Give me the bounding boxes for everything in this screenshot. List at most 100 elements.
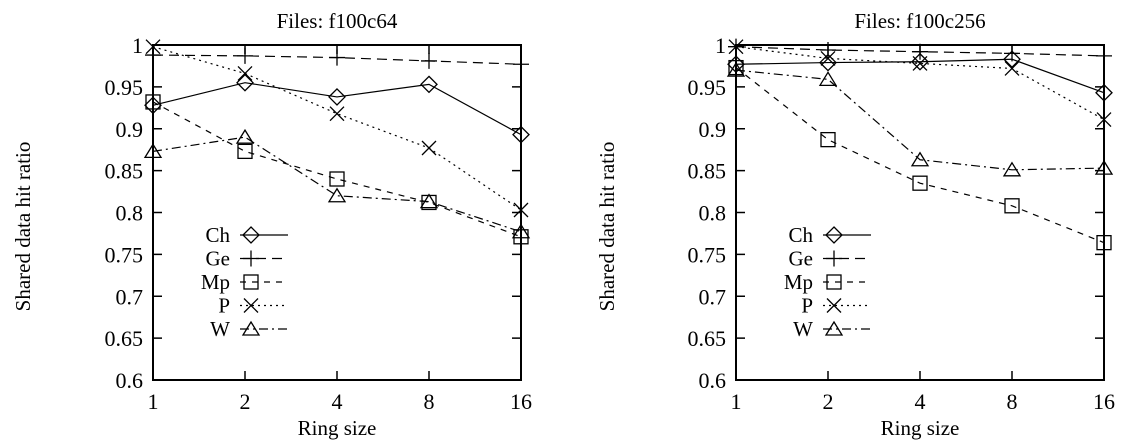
- plot-frame: [152, 44, 522, 381]
- legend-label: P: [218, 294, 230, 318]
- data-point-w: [910, 151, 930, 167]
- data-point-w: [419, 193, 439, 209]
- y-tick-label: 0.65: [688, 326, 727, 351]
- series-line-mp: [152, 101, 522, 238]
- data-point-ch: [1095, 83, 1113, 102]
- data-point-p: [728, 39, 744, 55]
- data-point-mp: [1096, 234, 1112, 251]
- x-tick-label: 2: [823, 389, 834, 414]
- data-point-p: [513, 202, 529, 218]
- x-tick-label: 4: [915, 389, 926, 414]
- data-point-w: [1094, 159, 1114, 175]
- data-point-ge: [145, 47, 161, 64]
- data-point-p: [145, 39, 161, 55]
- series-line-mp: [735, 67, 1105, 244]
- legend-label: Mp: [784, 270, 813, 294]
- data-point-w: [818, 71, 838, 86]
- data-point-ge: [1096, 47, 1112, 64]
- y-tick-label: 0.95: [105, 75, 144, 100]
- x-tick-label: 16: [1093, 389, 1115, 414]
- y-axis-label: Shared data hit ratio: [11, 142, 35, 312]
- data-point-p: [421, 140, 437, 156]
- data-point-ge: [513, 56, 529, 73]
- legend-marker: [242, 226, 260, 244]
- x-tick-label: 16: [510, 389, 532, 414]
- y-tick-label: 0.8: [699, 201, 727, 226]
- y-tick-label: 0.9: [699, 117, 727, 142]
- y-tick-label: 0.75: [105, 242, 144, 267]
- legend-marker: [826, 298, 842, 313]
- legend-label: W: [793, 317, 813, 341]
- legend-marker: [243, 298, 259, 313]
- data-point-ch: [236, 73, 254, 92]
- series-ch: [144, 73, 530, 144]
- data-point-ge: [237, 47, 253, 64]
- data-point-p: [329, 106, 345, 122]
- y-tick-label: 0.85: [688, 159, 727, 184]
- data-point-ch: [911, 52, 929, 71]
- series-mp: [145, 94, 529, 245]
- series-ch: [727, 50, 1113, 102]
- y-tick-label: 0.95: [688, 75, 727, 100]
- x-tick-label: 8: [1007, 389, 1018, 414]
- series-ge: [145, 47, 529, 73]
- series-mp: [728, 59, 1112, 251]
- x-tick-label: 2: [240, 389, 251, 414]
- y-tick-label: 0.7: [699, 284, 727, 309]
- data-point-p: [1096, 112, 1112, 127]
- data-point-ch: [819, 53, 837, 72]
- legend-label: P: [801, 294, 813, 318]
- y-tick-label: 0.6: [116, 368, 144, 393]
- y-tick-label: 1: [715, 33, 726, 58]
- series-p: [145, 39, 529, 218]
- data-point-mp: [1004, 198, 1020, 214]
- series-line-ch: [152, 82, 522, 136]
- data-point-w: [235, 128, 255, 144]
- legend-marker: [241, 320, 261, 336]
- y-tick-label: 0.75: [688, 242, 727, 267]
- data-point-w: [143, 143, 163, 159]
- y-tick-label: 0.6: [699, 368, 727, 393]
- series-line-p: [735, 46, 1105, 121]
- legend-label: Ch: [788, 223, 813, 247]
- data-point-ch: [328, 88, 346, 106]
- data-point-mp: [820, 131, 836, 148]
- y-axis-label: Shared data hit ratio: [595, 142, 619, 312]
- legend-label: Ch: [205, 223, 230, 247]
- data-point-mp: [329, 171, 345, 187]
- legend-marker: [826, 274, 842, 290]
- data-point-ch: [1003, 50, 1021, 69]
- series-line-w: [152, 136, 522, 233]
- x-axis-label: Ring size: [298, 416, 377, 440]
- legend-label: Mp: [201, 270, 230, 294]
- data-point-ge: [421, 52, 437, 69]
- legend-label: W: [210, 317, 230, 341]
- data-point-mp: [145, 94, 161, 110]
- data-point-ch: [144, 96, 162, 115]
- data-point-w: [1002, 161, 1022, 177]
- data-point-ge: [912, 43, 928, 60]
- legend-marker: [243, 274, 259, 290]
- data-point-p: [237, 66, 253, 81]
- data-point-ge: [1004, 45, 1020, 62]
- x-axis-label: Ring size: [881, 416, 960, 440]
- x-tick-label: 4: [332, 389, 343, 414]
- data-point-ch: [420, 75, 438, 94]
- y-tick-label: 1: [132, 33, 143, 58]
- data-point-p: [912, 55, 928, 71]
- data-point-p: [820, 50, 836, 66]
- y-tick-label: 0.85: [105, 159, 144, 184]
- data-point-w: [511, 223, 531, 239]
- series-line-w: [735, 69, 1105, 171]
- series-ge: [728, 38, 1112, 64]
- legend-marker: [825, 226, 843, 244]
- series-line-p: [152, 46, 522, 211]
- data-point-w: [726, 61, 746, 77]
- data-point-mp: [728, 59, 744, 76]
- y-tick-label: 0.7: [116, 284, 144, 309]
- y-tick-label: 0.65: [105, 326, 144, 351]
- data-point-mp: [912, 175, 928, 191]
